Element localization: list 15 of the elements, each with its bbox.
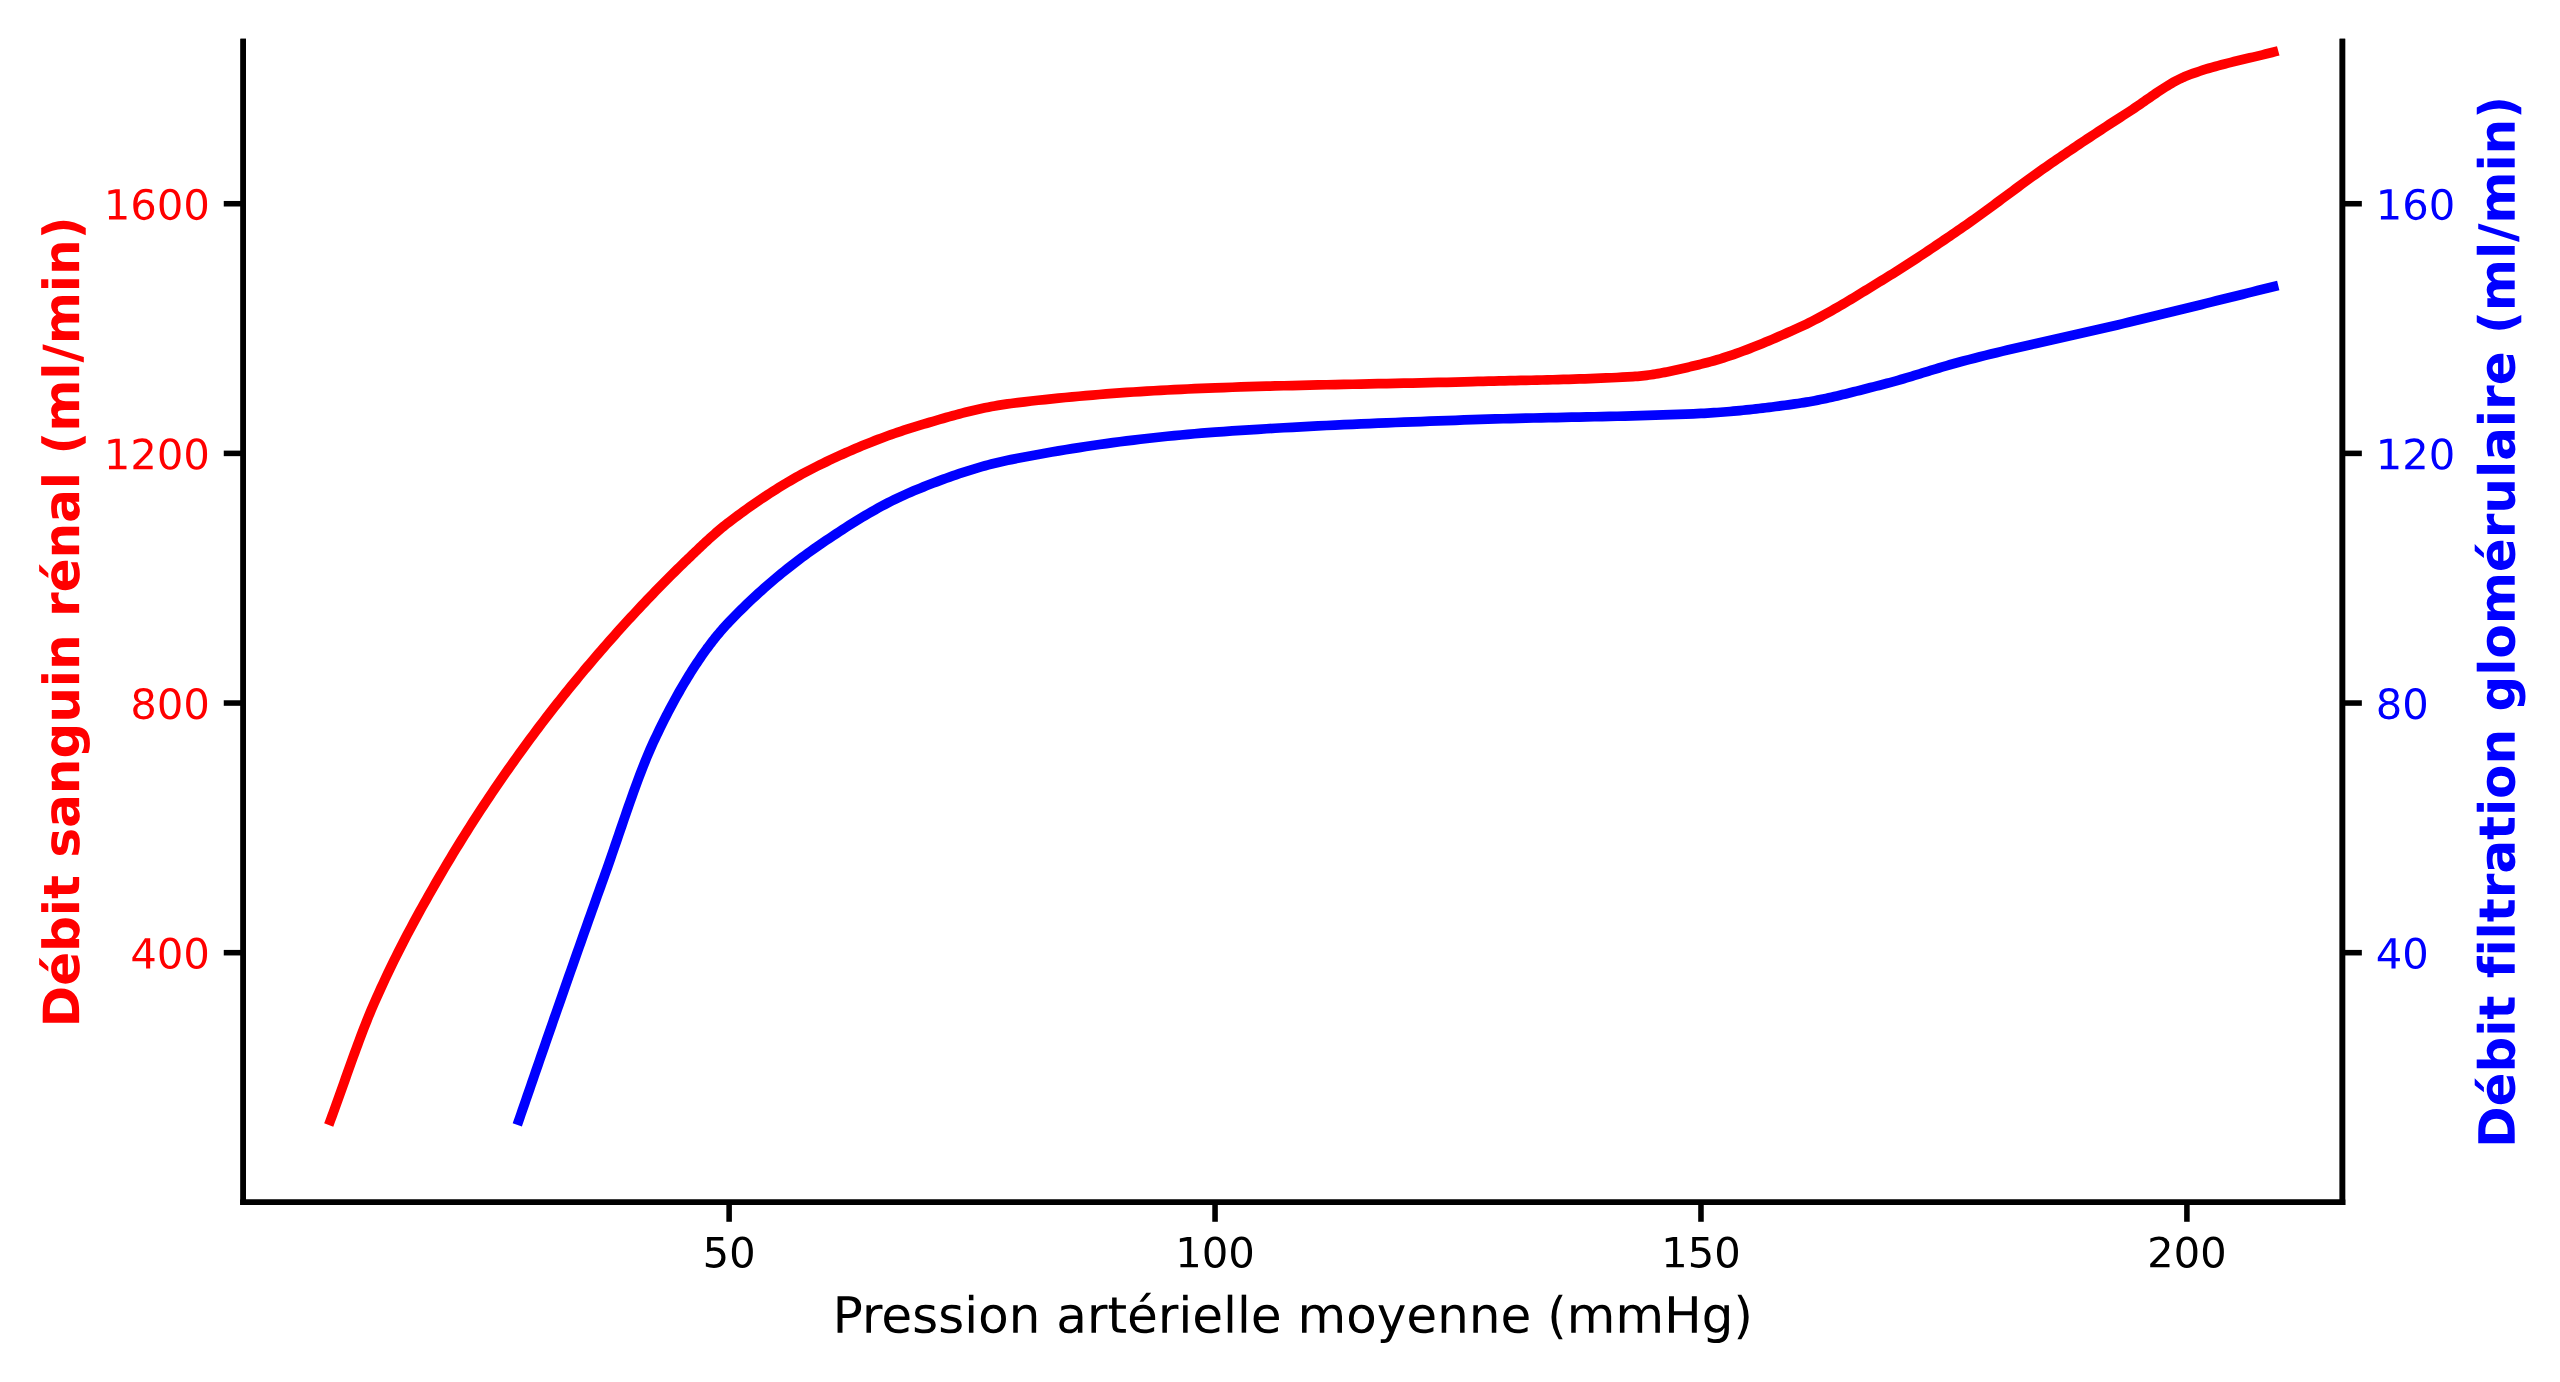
x-tick-label: 100: [1179, 1236, 1253, 1268]
x-axis-title: Pression artérielle moyenne (mmHg): [837, 1292, 1749, 1344]
y-tick-label: 800: [133, 687, 208, 720]
y2-tick-label: 80: [2378, 687, 2426, 720]
y2-tick-label: 120: [2380, 438, 2453, 470]
y2-tick-label: 160: [2380, 188, 2453, 221]
y-axis-title: Débit sanguin rénal (ml/min): [39, 220, 90, 1023]
y-tick-label: 1600: [108, 188, 208, 221]
x-tick-label: 200: [2150, 1236, 2224, 1268]
y-tick-label: 400: [132, 937, 208, 970]
y2-tick-label: 40: [2377, 937, 2426, 970]
x-tick-label: 150: [1665, 1236, 1738, 1268]
y-tick-label: 1200: [108, 438, 208, 470]
y2-axis-title: Débit filtration glomérulaire (ml/min): [2474, 100, 2526, 1144]
x-tick-label: 50: [705, 1236, 753, 1268]
